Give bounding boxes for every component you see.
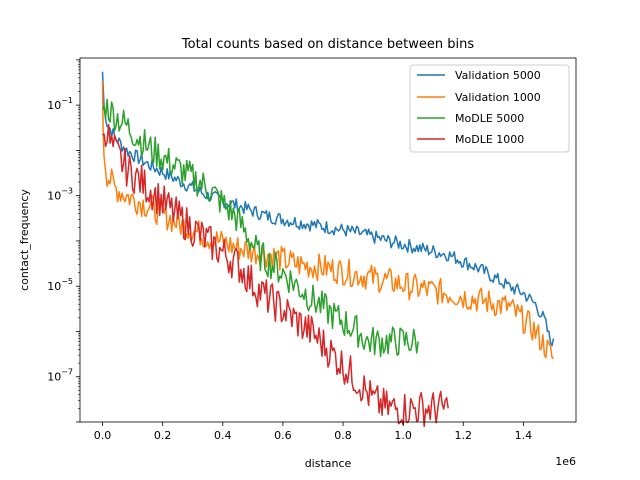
- series-line: [102, 123, 449, 428]
- x-axis-label: distance: [305, 457, 352, 470]
- x-tick-label: 0.6: [274, 429, 292, 442]
- x-axis-ticks: 0.0 0.2 0.4 0.6 0.8 1.0 1.2 1.4: [94, 422, 532, 442]
- legend: Validation 5000 Validation 1000 MoDLE 50…: [409, 64, 570, 153]
- x-axis-offset-label: 1e6: [555, 455, 576, 468]
- legend-entry-label: Validation 1000: [455, 91, 541, 104]
- x-tick-label: 1.0: [394, 429, 412, 442]
- series-layer: [101, 71, 555, 428]
- y-axis-label: contact_frequency: [18, 189, 31, 291]
- x-tick-label: 0.0: [94, 429, 112, 442]
- x-tick-label: 0.4: [214, 429, 232, 442]
- x-tick-label: 1.4: [515, 429, 533, 442]
- legend-entry-label: Validation 5000: [455, 69, 541, 82]
- legend-entry-label: MoDLE 1000: [455, 133, 524, 146]
- series-line: [101, 71, 555, 347]
- x-tick-label: 0.8: [334, 429, 352, 442]
- x-tick-label: 1.2: [455, 429, 473, 442]
- series-line: [101, 98, 419, 358]
- plot-frame: [79, 57, 577, 423]
- series-line: [101, 81, 555, 360]
- y-axis-ticks: 10−710−510−310−1: [47, 59, 80, 423]
- legend-entry-label: MoDLE 5000: [455, 112, 524, 125]
- chart-title: Total counts based on distance between b…: [181, 37, 474, 52]
- x-tick-label: 0.2: [154, 429, 172, 442]
- legend-box: [409, 64, 570, 153]
